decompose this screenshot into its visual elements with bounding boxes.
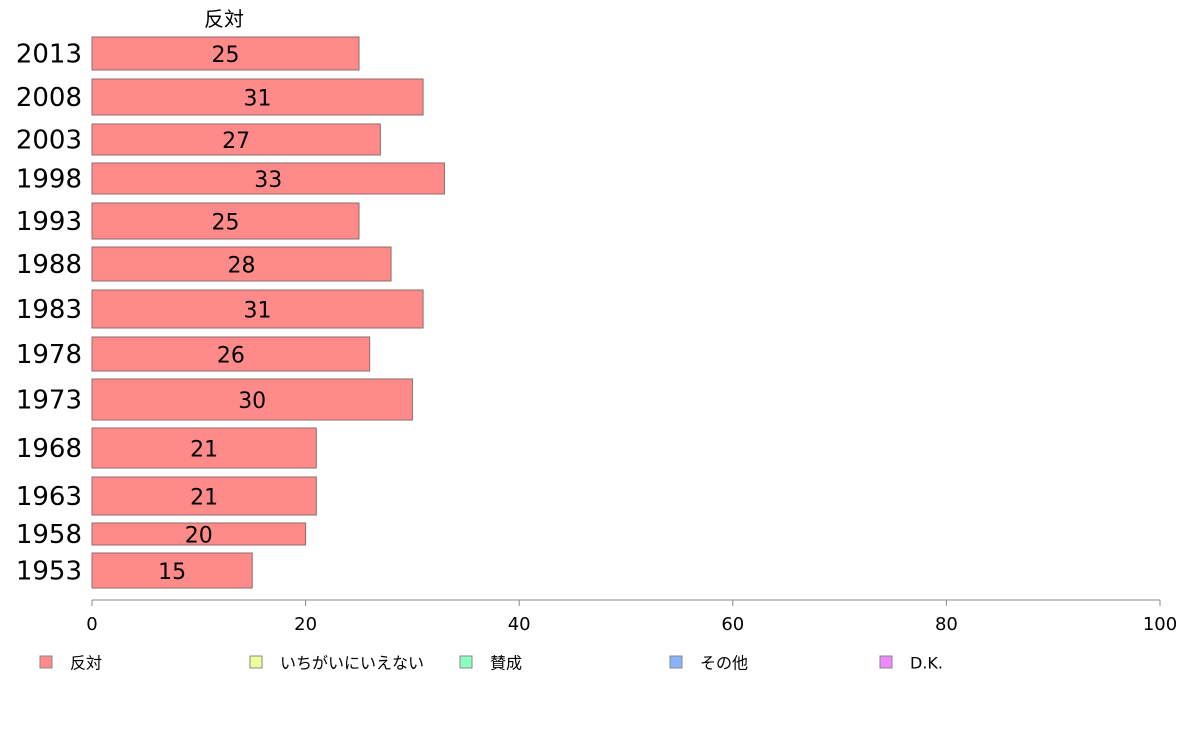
bar-2013 — [91, 36, 360, 71]
category-label-1968: 1968 — [16, 434, 82, 464]
legend-swatch-3 — [669, 655, 683, 669]
bar-value-label-2013: 25 — [212, 43, 240, 68]
x-axis: 0 20 40 60 80 100 — [86, 599, 1177, 635]
legend-swatch-2 — [459, 655, 473, 669]
bar-value-label-1993: 25 — [212, 211, 240, 236]
bar-2008 — [91, 78, 424, 116]
legend-label-2: 賛成 — [490, 654, 522, 673]
bar-value-label-1963: 21 — [190, 486, 218, 511]
bar-value-label-1988: 28 — [228, 254, 256, 279]
bar-value-label-2003: 27 — [222, 129, 250, 154]
bar-1953 — [91, 552, 253, 589]
category-label-1998: 1998 — [16, 165, 82, 195]
year-labels: 2013 2008 2003 1998 1993 1988 1983 1978 1973 1968… — [16, 40, 82, 587]
category-label-2013: 2013 — [16, 40, 82, 70]
x-tick-label-40: 40 — [508, 614, 531, 635]
bar-1998 — [91, 162, 445, 195]
x-tick-label-60: 60 — [721, 614, 744, 635]
bar-2003 — [91, 123, 381, 156]
x-tick-label-0: 0 — [86, 614, 97, 635]
legend: 反対 いちがいにいえない 賛成 その他 D.K. — [39, 654, 943, 673]
bar-1978 — [91, 336, 371, 372]
legend-label-1: いちがいにいえない — [280, 654, 424, 673]
bar-value-label-1978: 26 — [217, 344, 245, 369]
column-header: 反対 — [204, 7, 244, 31]
category-label-1993: 1993 — [16, 207, 82, 237]
bar-value-label-1958: 20 — [185, 524, 213, 549]
category-label-1983: 1983 — [16, 295, 82, 325]
bar-1988 — [91, 246, 392, 282]
bar-1968 — [91, 427, 317, 469]
bar-value-label-1968: 21 — [190, 438, 218, 463]
bar-1973 — [91, 378, 413, 421]
legend-swatch-0 — [39, 655, 53, 669]
category-label-2003: 2003 — [16, 126, 82, 156]
category-label-1963: 1963 — [16, 482, 82, 512]
bar-value-label-1953: 15 — [158, 560, 186, 585]
bar-value-label-2008: 31 — [244, 87, 272, 112]
category-label-1958: 1958 — [16, 520, 82, 550]
legend-label-4: D.K. — [910, 654, 943, 673]
bar-1963 — [91, 476, 317, 516]
bar-value-label-1973: 30 — [238, 389, 266, 414]
bar-value-label-1983: 31 — [244, 299, 272, 324]
bar-1958 — [91, 522, 307, 546]
category-label-1953: 1953 — [16, 557, 82, 587]
bar-value-label-1998: 33 — [254, 168, 282, 193]
legend-swatch-1 — [249, 655, 263, 669]
x-tick-label-20: 20 — [294, 614, 317, 635]
legend-swatch-4 — [879, 655, 893, 669]
x-tick-label-100: 100 — [1143, 614, 1177, 635]
category-label-1978: 1978 — [16, 340, 82, 370]
category-label-2008: 2008 — [16, 83, 82, 113]
x-tick-label-80: 80 — [935, 614, 958, 635]
category-label-1973: 1973 — [16, 386, 82, 416]
legend-label-0: 反対 — [70, 654, 102, 673]
category-label-1988: 1988 — [16, 250, 82, 280]
legend-label-3: その他 — [700, 654, 748, 673]
bar-1983 — [91, 289, 424, 329]
bar-1993 — [91, 202, 360, 240]
